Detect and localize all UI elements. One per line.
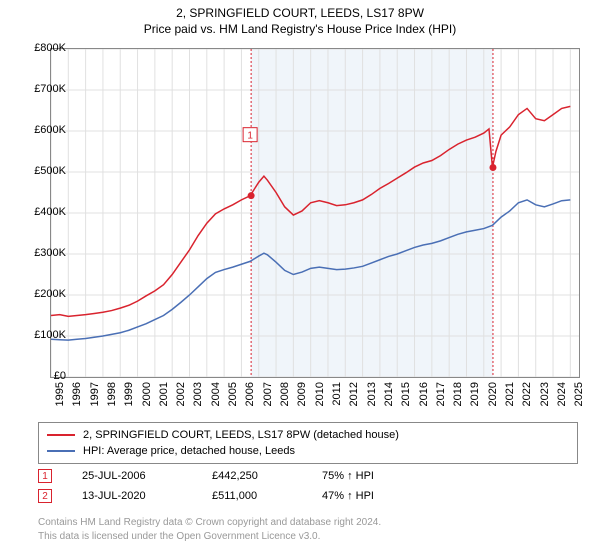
sale-marker-2-label: 2 — [42, 491, 48, 502]
x-tick-label: 2013 — [366, 382, 378, 412]
x-tick-label: 2011 — [331, 382, 343, 412]
legend-box: 2, SPRINGFIELD COURT, LEEDS, LS17 8PW (d… — [38, 422, 578, 464]
y-tick-label: £700K — [22, 83, 66, 95]
x-tick-label: 2012 — [348, 382, 360, 412]
y-tick-label: £300K — [22, 247, 66, 259]
sale-date-1: 25-JUL-2006 — [82, 470, 212, 482]
y-tick-label: £800K — [22, 42, 66, 54]
sale-marker-1-label: 1 — [42, 471, 48, 482]
x-tick-label: 2017 — [435, 382, 447, 412]
x-tick-label: 1999 — [123, 382, 135, 412]
sale-marker-2: 2 — [38, 489, 52, 503]
x-tick-label: 2016 — [418, 382, 430, 412]
x-tick-label: 2009 — [296, 382, 308, 412]
x-tick-label: 1997 — [89, 382, 101, 412]
title-area: 2, SPRINGFIELD COURT, LEEDS, LS17 8PW Pr… — [0, 0, 600, 36]
x-tick-label: 2005 — [227, 382, 239, 412]
y-tick-label: £100K — [22, 329, 66, 341]
x-tick-label: 2003 — [192, 382, 204, 412]
sale-price-1: £442,250 — [212, 470, 322, 482]
legend-swatch-property — [47, 434, 75, 436]
x-tick-label: 2020 — [487, 382, 499, 412]
x-tick-label: 2002 — [175, 382, 187, 412]
x-tick-label: 2025 — [573, 382, 585, 412]
x-tick-label: 2015 — [400, 382, 412, 412]
footer-attribution: Contains HM Land Registry data © Crown c… — [38, 516, 381, 543]
y-tick-label: £0 — [22, 370, 66, 382]
x-tick-label: 2023 — [539, 382, 551, 412]
x-tick-label: 2006 — [244, 382, 256, 412]
chart-svg: 12 — [51, 49, 579, 377]
chart-container: 2, SPRINGFIELD COURT, LEEDS, LS17 8PW Pr… — [0, 0, 600, 560]
sale-delta-1: 75% ↑ HPI — [322, 470, 422, 482]
x-tick-label: 1995 — [54, 382, 66, 412]
title-address: 2, SPRINGFIELD COURT, LEEDS, LS17 8PW — [0, 6, 600, 20]
y-tick-label: £200K — [22, 288, 66, 300]
title-subtitle: Price paid vs. HM Land Registry's House … — [0, 22, 600, 36]
svg-text:1: 1 — [247, 131, 253, 142]
x-tick-label: 2018 — [452, 382, 464, 412]
x-tick-label: 2019 — [469, 382, 481, 412]
x-tick-label: 1998 — [106, 382, 118, 412]
x-tick-label: 2024 — [556, 382, 568, 412]
legend-swatch-hpi — [47, 450, 75, 452]
sales-table: 1 25-JUL-2006 £442,250 75% ↑ HPI 2 13-JU… — [38, 466, 578, 506]
x-tick-label: 1996 — [71, 382, 83, 412]
footer-line1: Contains HM Land Registry data © Crown c… — [38, 516, 381, 530]
y-tick-label: £400K — [22, 206, 66, 218]
sale-date-2: 13-JUL-2020 — [82, 490, 212, 502]
x-tick-label: 2007 — [262, 382, 274, 412]
legend-row-property: 2, SPRINGFIELD COURT, LEEDS, LS17 8PW (d… — [47, 427, 569, 443]
x-tick-label: 2021 — [504, 382, 516, 412]
sale-price-2: £511,000 — [212, 490, 322, 502]
x-tick-label: 2010 — [314, 382, 326, 412]
chart-plot-area: 12 — [50, 48, 580, 378]
y-tick-label: £600K — [22, 124, 66, 136]
sale-delta-2: 47% ↑ HPI — [322, 490, 422, 502]
footer-line2: This data is licensed under the Open Gov… — [38, 530, 381, 544]
x-tick-label: 2004 — [210, 382, 222, 412]
y-tick-label: £500K — [22, 165, 66, 177]
sale-row-1: 1 25-JUL-2006 £442,250 75% ↑ HPI — [38, 466, 578, 486]
x-tick-label: 2014 — [383, 382, 395, 412]
legend-row-hpi: HPI: Average price, detached house, Leed… — [47, 443, 569, 459]
x-tick-label: 2022 — [521, 382, 533, 412]
legend-label-property: 2, SPRINGFIELD COURT, LEEDS, LS17 8PW (d… — [83, 429, 399, 441]
legend-label-hpi: HPI: Average price, detached house, Leed… — [83, 445, 295, 457]
sale-marker-1: 1 — [38, 469, 52, 483]
sale-row-2: 2 13-JUL-2020 £511,000 47% ↑ HPI — [38, 486, 578, 506]
x-tick-label: 2008 — [279, 382, 291, 412]
x-tick-label: 2000 — [141, 382, 153, 412]
x-tick-label: 2001 — [158, 382, 170, 412]
